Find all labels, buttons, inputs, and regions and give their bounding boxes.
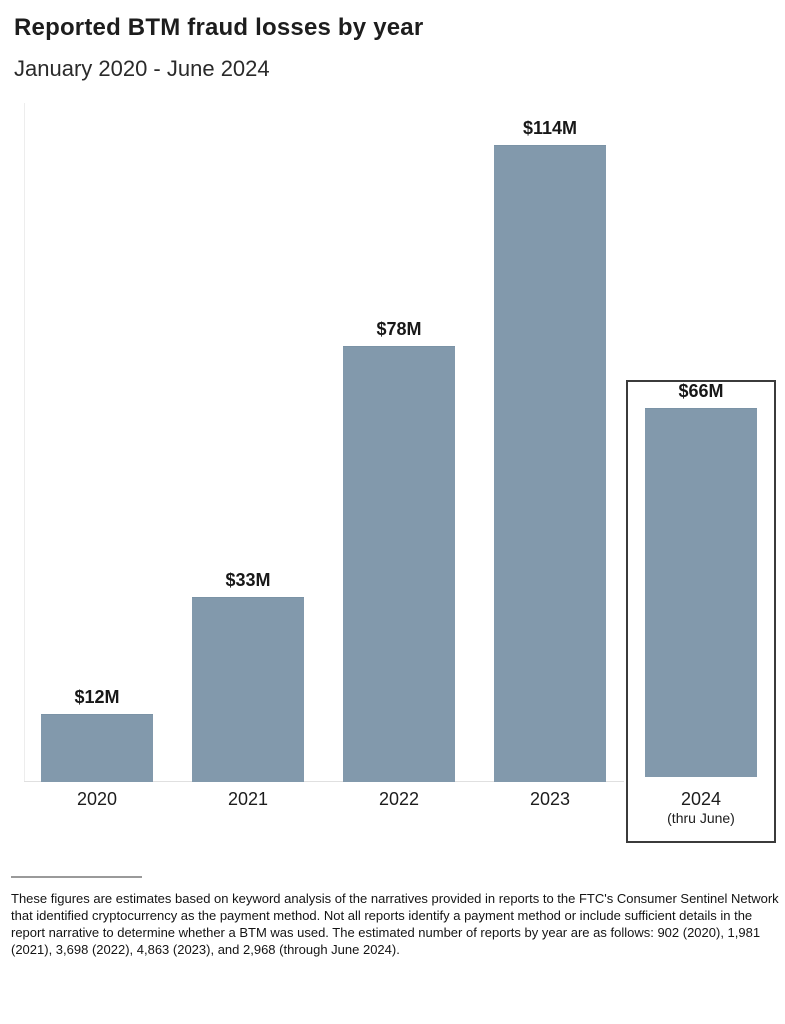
footnote-divider [11, 876, 142, 878]
y-axis-line [24, 103, 25, 782]
category-label-2024: 2024 [680, 789, 722, 809]
bar-2020 [41, 714, 153, 782]
bar-2023 [494, 145, 606, 782]
bar-2021 [192, 597, 304, 782]
value-label-2022: $78M [376, 319, 422, 339]
value-label-2023: $114M [522, 118, 578, 138]
category-label-2021: 2021 [227, 789, 269, 809]
category-label-2022: 2022 [378, 789, 420, 809]
category-label-2023: 2023 [529, 789, 571, 809]
footnote-text: These figures are estimates based on key… [11, 891, 779, 957]
bar-2022 [343, 346, 455, 782]
x-axis-line [24, 781, 624, 782]
category-sublabel-2024: (thru June) [667, 810, 735, 826]
value-label-2024: $66M [678, 381, 724, 401]
highlight-box-2024 [626, 380, 776, 843]
page-title: Reported BTM fraud losses by year [14, 14, 424, 41]
category-label-2020: 2020 [76, 789, 118, 809]
value-label-2020: $12M [74, 687, 120, 707]
page-subtitle: January 2020 - June 2024 [14, 56, 270, 81]
value-label-2021: $33M [225, 570, 271, 590]
bar-2024 [645, 408, 757, 777]
